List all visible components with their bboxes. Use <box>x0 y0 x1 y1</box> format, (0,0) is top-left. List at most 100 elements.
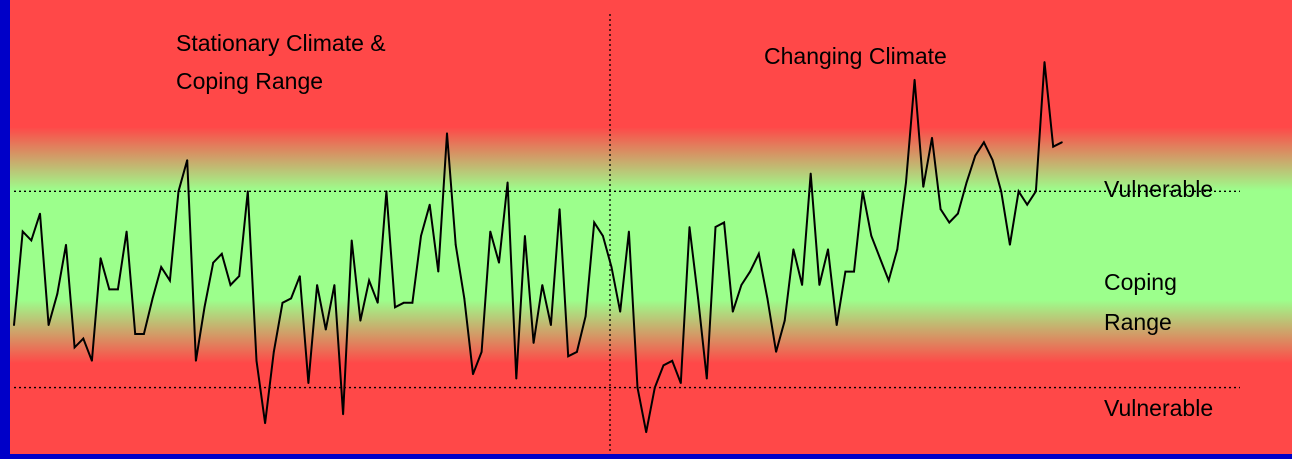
series-point <box>30 239 33 242</box>
series-point <box>558 208 561 211</box>
series-point <box>792 248 795 251</box>
series-point <box>965 181 968 184</box>
series-point <box>662 364 665 367</box>
series-point <box>82 337 85 340</box>
series-point <box>472 373 474 376</box>
series-point <box>272 351 275 353</box>
series-point <box>957 212 959 215</box>
series-point <box>47 324 50 326</box>
series-point <box>21 230 24 233</box>
series-point <box>108 288 111 291</box>
series-point <box>870 235 873 237</box>
series-point <box>281 301 284 304</box>
series-point <box>749 270 751 273</box>
series-point <box>602 235 604 237</box>
series-point <box>835 324 838 326</box>
series-point <box>316 284 318 286</box>
series-point <box>532 342 535 344</box>
series-point <box>861 190 864 193</box>
series-point <box>567 355 570 358</box>
series-point <box>879 257 881 260</box>
lower-vulnerable-label: Vulnerable <box>1104 395 1213 421</box>
series-point <box>1061 141 1063 144</box>
series-point <box>766 297 769 300</box>
series-point <box>264 422 266 425</box>
series-point <box>177 190 180 193</box>
series-point <box>593 221 596 224</box>
series-point <box>645 431 648 434</box>
series-point <box>446 132 448 135</box>
left-period-label-line2: Coping Range <box>176 68 323 94</box>
series-point <box>1043 61 1046 63</box>
series-point <box>333 284 336 286</box>
series-point <box>359 319 362 322</box>
series-point <box>1052 145 1055 148</box>
series-point <box>723 221 725 224</box>
series-point <box>480 351 483 353</box>
series-point <box>506 181 509 184</box>
series-point <box>731 310 734 313</box>
series-point <box>498 261 500 264</box>
series-point <box>913 78 916 81</box>
series-point <box>134 333 137 335</box>
series-point <box>411 301 414 304</box>
series-point <box>394 306 396 309</box>
series-point <box>117 288 119 291</box>
series-point <box>705 377 708 380</box>
series-point <box>775 351 777 353</box>
series-point <box>91 359 93 362</box>
series-point <box>931 136 933 139</box>
series-point <box>246 190 249 193</box>
series-point <box>368 279 370 282</box>
series-point <box>515 377 518 380</box>
series-point <box>524 235 526 237</box>
right-period-label: Changing Climate <box>764 43 947 69</box>
left-period-label-line1: Stationary Climate & <box>176 30 386 56</box>
series-point <box>922 186 925 188</box>
series-point <box>550 324 552 326</box>
series-point <box>238 275 241 277</box>
series-point <box>844 270 847 273</box>
series-point <box>73 346 76 349</box>
series-point <box>653 386 656 389</box>
series-point <box>887 279 890 282</box>
series-point <box>195 359 197 362</box>
series-point <box>1026 203 1029 206</box>
series-point <box>740 284 743 286</box>
series-point <box>974 154 977 157</box>
series-point <box>125 230 128 233</box>
series-point <box>939 208 942 211</box>
series-point <box>801 284 803 286</box>
series-point <box>454 243 457 246</box>
series-point <box>636 386 639 389</box>
series-point <box>818 284 821 286</box>
climate-variable-series-line <box>13 61 1063 433</box>
series-point <box>65 243 67 246</box>
series-point <box>212 261 215 264</box>
series-point <box>610 266 613 268</box>
series-point <box>160 266 163 268</box>
series-point <box>809 172 812 175</box>
series-point <box>428 203 431 206</box>
series-point <box>783 319 786 322</box>
series-point <box>151 297 154 300</box>
series-point <box>827 248 829 251</box>
series-point <box>619 310 622 313</box>
series-point-marks <box>13 61 1063 434</box>
series-point <box>628 230 630 233</box>
series-point <box>186 159 189 162</box>
series-point <box>13 324 15 326</box>
series-point <box>1017 190 1020 193</box>
series-point <box>679 382 682 384</box>
series-point <box>983 141 985 144</box>
series-point <box>757 252 760 255</box>
series-point <box>437 270 440 273</box>
series-point <box>220 252 223 255</box>
series-point <box>229 284 232 286</box>
series-point <box>489 230 492 233</box>
series-point <box>853 270 855 273</box>
series-point <box>576 351 578 353</box>
series-point <box>307 382 310 384</box>
